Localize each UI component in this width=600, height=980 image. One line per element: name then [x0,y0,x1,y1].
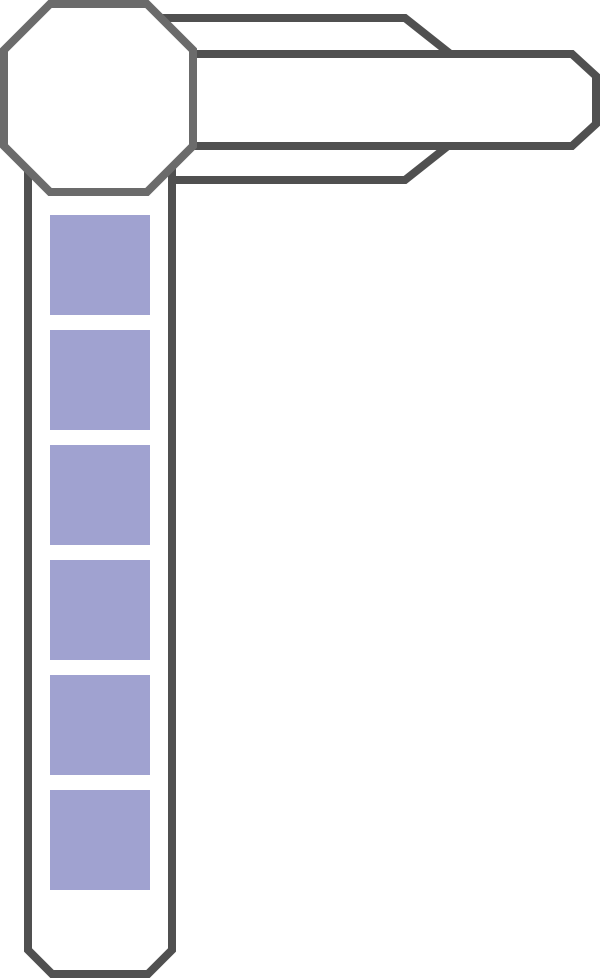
slot-2[interactable] [50,330,150,430]
slot-3[interactable] [50,445,150,545]
slot-4[interactable] [50,560,150,660]
slot-5[interactable] [50,675,150,775]
arm-front-panel[interactable] [181,50,600,150]
slot-6[interactable] [50,790,150,890]
octagon-icon[interactable] [0,0,197,196]
slot-1[interactable] [50,215,150,315]
slot-stack [50,215,150,890]
